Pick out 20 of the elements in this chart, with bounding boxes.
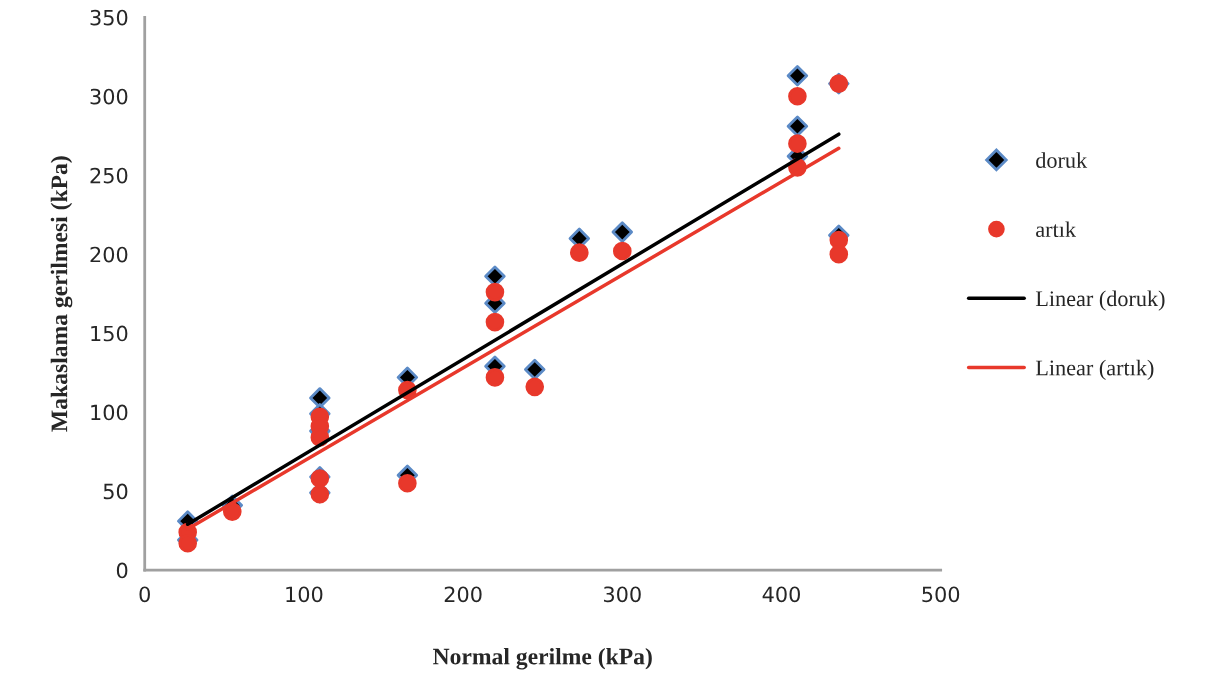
legend-label: Linear (artık): [1035, 359, 1154, 380]
y-axis-title: Makaslama gerilmesi (kPa): [50, 156, 73, 432]
y-tick-label: 100: [91, 404, 128, 421]
x-tick-label: 500: [922, 586, 960, 603]
y-tick-label: 50: [103, 483, 128, 500]
x-tick-label: 0: [139, 586, 150, 603]
y-tick-label: 0: [116, 562, 128, 579]
y-tick-label: 250: [90, 167, 128, 184]
x-tick-label: 300: [604, 586, 641, 603]
legend-label: Linear (doruk): [1035, 290, 1165, 311]
legend-label: artık: [1036, 221, 1077, 238]
x-tick-label: 400: [762, 586, 800, 603]
x-axis-title: Normal gerilme (kPa): [433, 647, 652, 670]
y-tick-label: 300: [90, 88, 128, 105]
y-tick-label: 350: [90, 9, 128, 26]
y-tick-label: 150: [91, 325, 128, 342]
x-tick-label: 100: [286, 586, 323, 603]
legend-label: doruk: [1036, 152, 1088, 168]
x-tick-label: 200: [444, 586, 482, 603]
y-tick-label: 200: [90, 246, 128, 263]
